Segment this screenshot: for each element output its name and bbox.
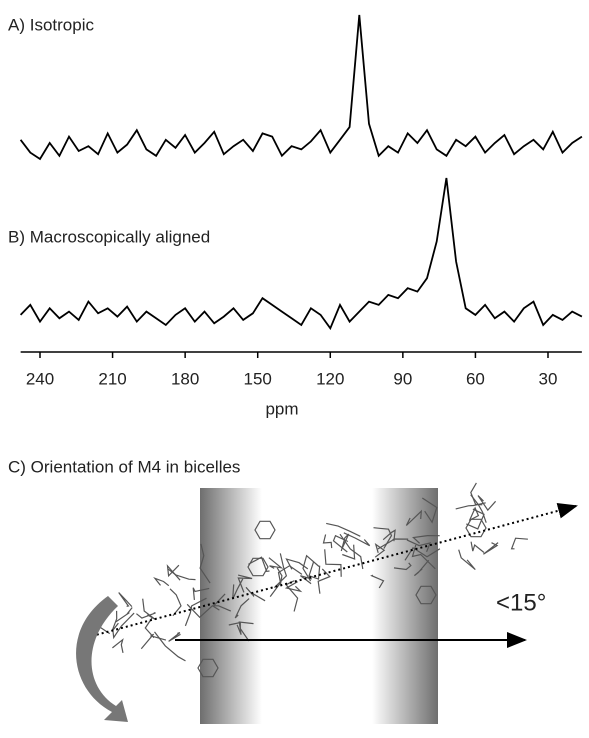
bond — [373, 527, 393, 549]
bond — [455, 502, 486, 510]
bond — [153, 576, 170, 587]
bond — [136, 612, 156, 619]
bond — [112, 612, 135, 640]
bond — [412, 534, 440, 544]
bond — [317, 568, 331, 594]
bond — [421, 497, 438, 524]
bond — [184, 597, 207, 627]
x-tick-label: 210 — [98, 369, 126, 388]
ring — [415, 585, 437, 605]
x-tick-label: 90 — [393, 369, 412, 388]
bond — [510, 537, 528, 550]
bond — [199, 543, 211, 584]
bond — [411, 544, 436, 570]
x-tick-label: 30 — [539, 369, 558, 388]
bond — [377, 538, 409, 550]
bond — [342, 544, 356, 560]
bond — [248, 556, 270, 572]
bond — [236, 621, 254, 635]
bond — [142, 598, 156, 620]
bond — [167, 568, 196, 581]
bond — [192, 587, 210, 600]
bond — [168, 632, 181, 642]
ring — [254, 520, 276, 540]
ring — [465, 518, 487, 538]
bond — [308, 561, 321, 580]
bond — [393, 562, 412, 571]
bond — [277, 565, 303, 587]
angle-label: <15° — [496, 589, 546, 616]
bond — [237, 574, 253, 593]
bond — [115, 607, 133, 623]
bond — [466, 508, 485, 530]
x-axis-label: ppm — [265, 399, 298, 418]
bond — [483, 542, 499, 555]
spectrum-line — [19, 177, 583, 331]
spectrum-line — [19, 14, 583, 161]
bond — [470, 541, 485, 553]
panel-c-diagram — [76, 482, 578, 724]
bond — [370, 574, 385, 589]
helix-axis-arrow — [91, 502, 578, 637]
rotation-arrow — [76, 596, 128, 722]
bond — [302, 554, 320, 582]
panel-c-title: C) Orientation of M4 in bicelles — [8, 457, 240, 476]
bond — [382, 529, 396, 542]
x-tick-label: 240 — [26, 369, 54, 388]
bond — [324, 549, 342, 577]
bond — [154, 631, 186, 662]
panel-a-label: A) Isotropic — [8, 15, 94, 34]
bond — [406, 539, 432, 553]
bond — [234, 598, 250, 619]
bond — [140, 633, 167, 650]
x-tick-label: 120 — [316, 369, 344, 388]
molecule — [83, 482, 528, 678]
bond — [458, 549, 476, 571]
bond — [343, 532, 371, 547]
bond — [404, 546, 441, 561]
bond — [470, 494, 487, 523]
bond — [268, 557, 284, 569]
x-tick-label: 180 — [171, 369, 199, 388]
bond — [245, 586, 266, 602]
bond — [340, 533, 350, 552]
bond — [332, 534, 349, 553]
x-tick-label: 150 — [244, 369, 272, 388]
ring — [197, 658, 219, 678]
bond — [284, 581, 303, 593]
bond — [326, 522, 361, 537]
bond — [414, 559, 430, 577]
bond — [111, 610, 119, 632]
bond — [468, 506, 480, 521]
bond — [405, 509, 423, 526]
bond — [118, 592, 133, 608]
bicelle-band — [200, 488, 262, 724]
panel-b-label: B) Macroscopically aligned — [8, 227, 210, 246]
bond — [212, 593, 232, 612]
bond — [169, 588, 182, 617]
bond — [322, 534, 333, 549]
bond — [112, 638, 124, 654]
x-tick-label: 60 — [466, 369, 485, 388]
ring — [247, 557, 269, 577]
bicelle-band — [372, 488, 438, 724]
bond — [186, 603, 220, 619]
